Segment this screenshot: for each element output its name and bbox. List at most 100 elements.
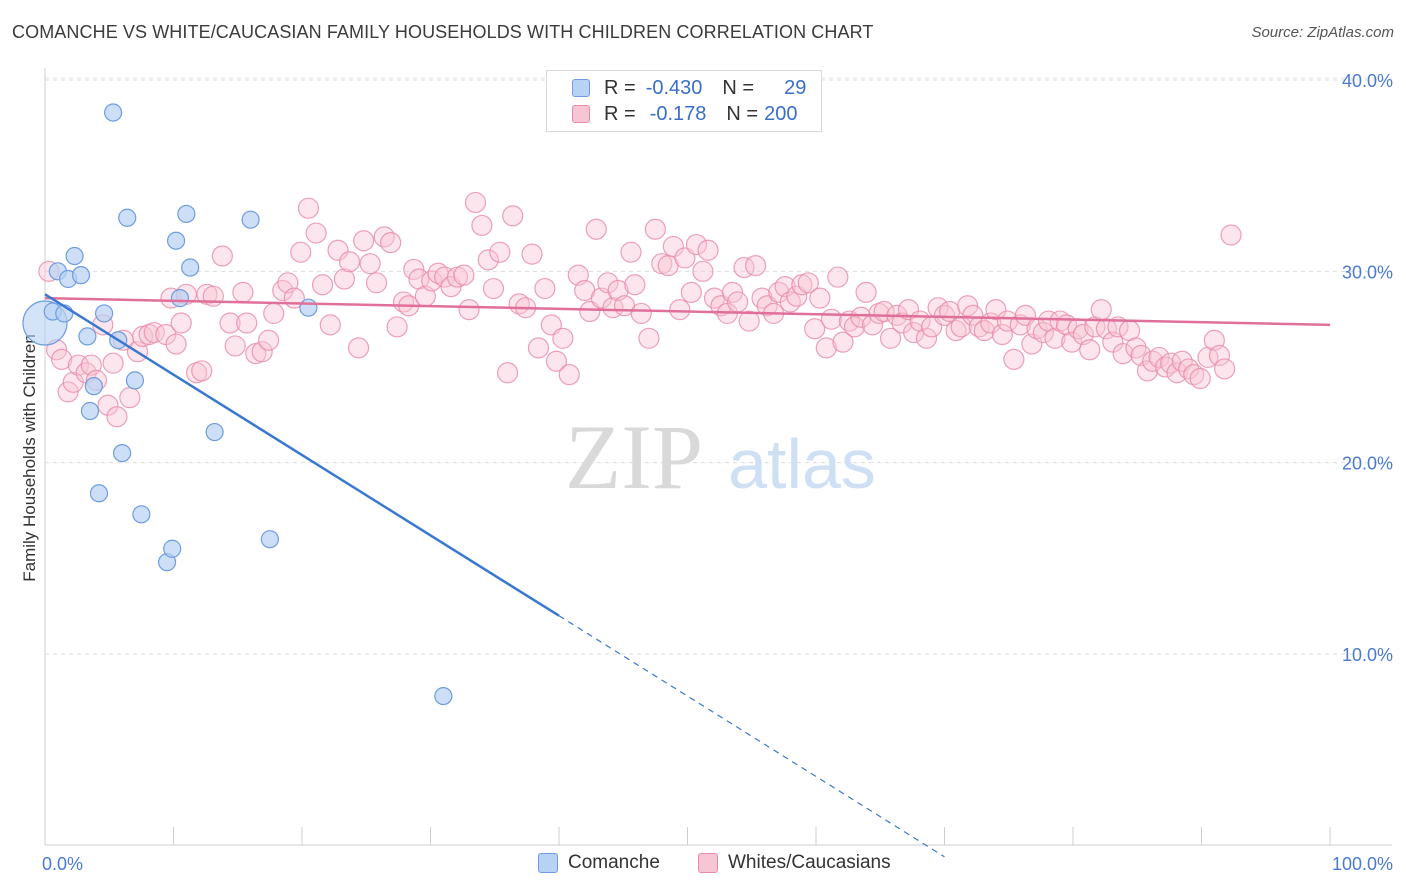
chart-title: COMANCHE VS WHITE/CAUCASIAN FAMILY HOUSE… xyxy=(12,22,874,42)
comanche-point xyxy=(112,444,132,463)
comanche-point xyxy=(104,103,123,122)
comanche-point xyxy=(89,484,109,503)
whites-point xyxy=(521,243,543,265)
whites-point xyxy=(232,281,254,303)
whites-point xyxy=(263,302,285,325)
whites-point xyxy=(779,291,801,313)
whites-point xyxy=(545,350,568,372)
whites-point xyxy=(191,360,213,382)
comanche-point xyxy=(80,401,100,421)
whites-point xyxy=(527,337,550,359)
whites-point xyxy=(464,191,487,214)
comanche-swatch xyxy=(572,79,590,97)
comanche-point xyxy=(71,266,91,285)
comanche-point xyxy=(118,208,137,227)
whites-point xyxy=(534,277,556,300)
comanche-point xyxy=(170,289,190,308)
whites-point xyxy=(338,251,361,273)
whites-point xyxy=(497,362,519,384)
whites-point xyxy=(1003,348,1025,370)
whites-point xyxy=(915,327,938,349)
whites-point xyxy=(1189,367,1211,390)
legend-item-whites[interactable]: Whites/Caucasians xyxy=(698,852,891,874)
whites-point xyxy=(333,268,356,290)
whites-point xyxy=(51,348,73,370)
whites-point xyxy=(482,277,505,300)
whites-point xyxy=(962,304,984,326)
comanche-point xyxy=(95,304,114,323)
legend-n-value: 200 xyxy=(764,102,798,125)
whites-point xyxy=(386,316,408,338)
whites-trend-line xyxy=(44,296,1331,327)
comanche-point xyxy=(181,258,200,277)
whites-point xyxy=(97,394,119,416)
whites-point xyxy=(738,310,760,332)
watermark-atlas: atlas xyxy=(728,425,876,503)
whites-point xyxy=(1061,331,1083,353)
comanche-point xyxy=(78,327,97,346)
whites-point xyxy=(202,285,224,307)
trend-lines xyxy=(44,293,1331,858)
whites-point xyxy=(957,295,979,317)
whites-point xyxy=(1208,344,1231,367)
comanche-point xyxy=(241,210,260,229)
whites-point xyxy=(804,318,826,340)
whites-point xyxy=(236,312,258,334)
whites-point xyxy=(1032,321,1055,344)
whites-point xyxy=(477,249,499,271)
y-tick-label: 30.0% xyxy=(1342,262,1393,282)
whites-point xyxy=(305,222,327,244)
whites-point xyxy=(1049,310,1071,332)
whites-point xyxy=(579,300,601,323)
whites-point xyxy=(1112,343,1134,365)
source-credit: Source: ZipAtlas.com xyxy=(1251,24,1394,41)
whites-point xyxy=(1090,299,1112,321)
whites-point xyxy=(638,327,660,349)
comanche-legend-label: Comanche xyxy=(568,852,660,873)
legend-n-value: 29 xyxy=(784,76,807,99)
whites-point xyxy=(211,245,233,267)
whites-point xyxy=(674,247,696,269)
whites-point xyxy=(67,354,90,376)
comanche-point xyxy=(205,422,224,442)
legend-n-label: N = xyxy=(722,76,755,99)
whites-point xyxy=(540,314,562,336)
whites-point xyxy=(1220,224,1242,246)
whites-point xyxy=(850,306,872,328)
whites-point xyxy=(347,337,370,359)
whites-point xyxy=(685,233,708,256)
whites-point xyxy=(692,260,714,282)
whites-point xyxy=(1136,360,1159,382)
legend-item-comanche[interactable]: Comanche xyxy=(538,852,660,874)
whites-point xyxy=(1044,327,1066,349)
whites-point xyxy=(1214,358,1236,380)
comanche-point xyxy=(434,686,453,706)
whites-point xyxy=(327,239,349,261)
whites-point xyxy=(745,254,767,277)
whites-point xyxy=(797,272,819,294)
comanche-trend-extension xyxy=(558,615,945,858)
comanche-point xyxy=(163,539,182,558)
whites-point xyxy=(119,387,141,409)
comanche-legend-swatch xyxy=(538,853,558,873)
whites-point xyxy=(827,266,849,288)
y-tick-label: 40.0% xyxy=(1342,71,1393,91)
whites-point xyxy=(106,406,128,428)
whites-point xyxy=(624,274,646,296)
series-comanche-points xyxy=(22,103,453,706)
whites-point xyxy=(809,287,831,309)
whites-point xyxy=(403,258,425,281)
whites-point xyxy=(1142,350,1164,372)
whites-point xyxy=(662,235,684,258)
whites-point xyxy=(373,226,395,248)
whites-point xyxy=(257,329,280,351)
legend-r-label: R = xyxy=(604,102,636,125)
whites-point xyxy=(359,253,381,275)
whites-point xyxy=(57,381,79,403)
comanche-point xyxy=(84,377,103,396)
whites-point xyxy=(815,337,837,359)
watermark: ZIP atlas xyxy=(565,406,876,508)
whites-point xyxy=(585,218,607,240)
whites-point xyxy=(311,274,334,296)
